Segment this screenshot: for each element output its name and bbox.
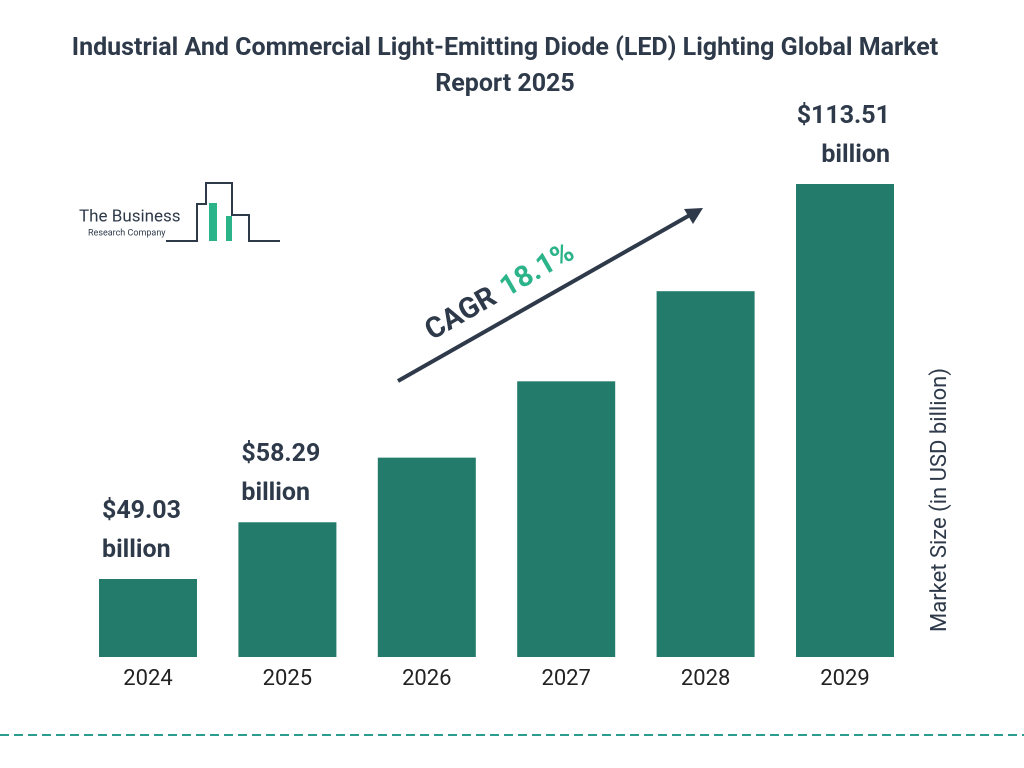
logo-text: The Business	[79, 206, 181, 226]
bar	[238, 522, 337, 657]
bar	[656, 291, 755, 657]
x-tick-label: 2026	[402, 666, 451, 691]
x-tick-label: 2024	[123, 666, 172, 691]
cagr-arrow	[397, 213, 691, 383]
y-axis-label: Market Size (in USD billion)	[927, 368, 952, 632]
value-label: $113.51 billion	[796, 101, 890, 169]
chart-title: Industrial And Commercial Light-Emitting…	[71, 33, 939, 98]
value-label: $49.03 billion	[102, 496, 181, 564]
cagr-arrowhead	[684, 208, 703, 224]
cagr-value: 18.1%	[494, 235, 580, 304]
x-tick-label: 2025	[263, 666, 312, 691]
logo: The Business Research Company	[79, 182, 280, 242]
bar	[517, 381, 616, 657]
logo-subtext: Research Company	[88, 228, 166, 238]
x-tick-label: 2029	[820, 666, 869, 691]
bar	[99, 579, 197, 657]
bar	[796, 184, 894, 657]
x-tick-label: 2028	[681, 666, 730, 691]
x-tick-label: 2027	[541, 666, 590, 691]
cagr-label: CAGR	[419, 279, 502, 347]
bar	[377, 457, 476, 657]
value-label: $58.29 billion	[241, 439, 321, 508]
